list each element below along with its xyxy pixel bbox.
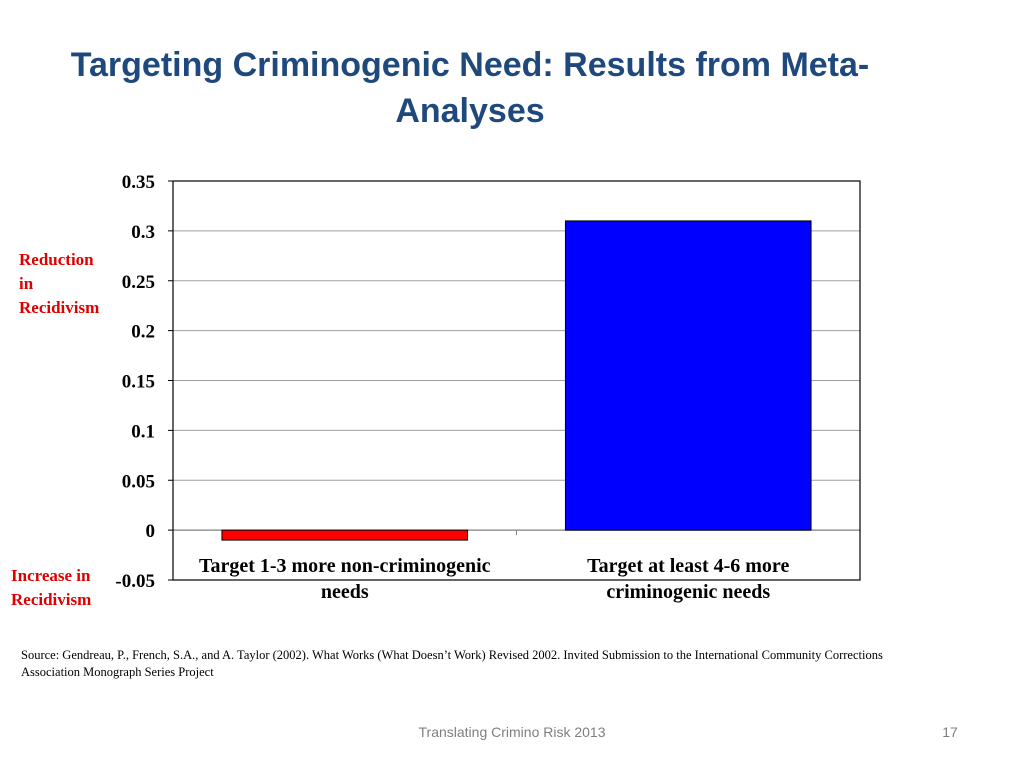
increase-in-recidivism-label: Increase in Recidivism xyxy=(11,566,92,609)
x-category-label: Target at least 4-6 more criminogenic nee… xyxy=(587,555,789,603)
y-tick-label: 0.2 xyxy=(131,322,155,343)
y-tick-label: 0.3 xyxy=(131,222,155,243)
plot-frame xyxy=(172,180,861,581)
y-tick-label: 0 xyxy=(146,521,156,542)
y-tick-label: 0.15 xyxy=(122,372,155,393)
bar-chart: -0.05 0 0.05 0.1 0.15 0.2 0.25 0.3 0.35 Target 1-… xyxy=(115,172,861,603)
y-tick-label: 0.1 xyxy=(131,421,155,442)
x-category-label: Target 1-3 more non-criminogenic needs xyxy=(199,555,491,603)
y-tick-label: 0.05 xyxy=(122,471,155,492)
slide-title: Targeting Criminogenic Need: Results fro… xyxy=(70,46,870,130)
bar-1 xyxy=(221,529,469,541)
y-tick-label: -0.05 xyxy=(115,571,155,592)
bar-2 xyxy=(564,220,812,531)
y-tick-label: 0.35 xyxy=(122,172,155,193)
source-citation: Source: Gendreau, P., French, S.A., and … xyxy=(21,648,883,679)
page-number: 17 xyxy=(942,724,958,740)
reduction-in-recidivism-label: Reduction in Recidivism xyxy=(19,250,100,317)
y-tick-label: 0.25 xyxy=(122,272,155,293)
footer-presentation-title: Translating Crimino Risk 2013 xyxy=(418,724,606,740)
